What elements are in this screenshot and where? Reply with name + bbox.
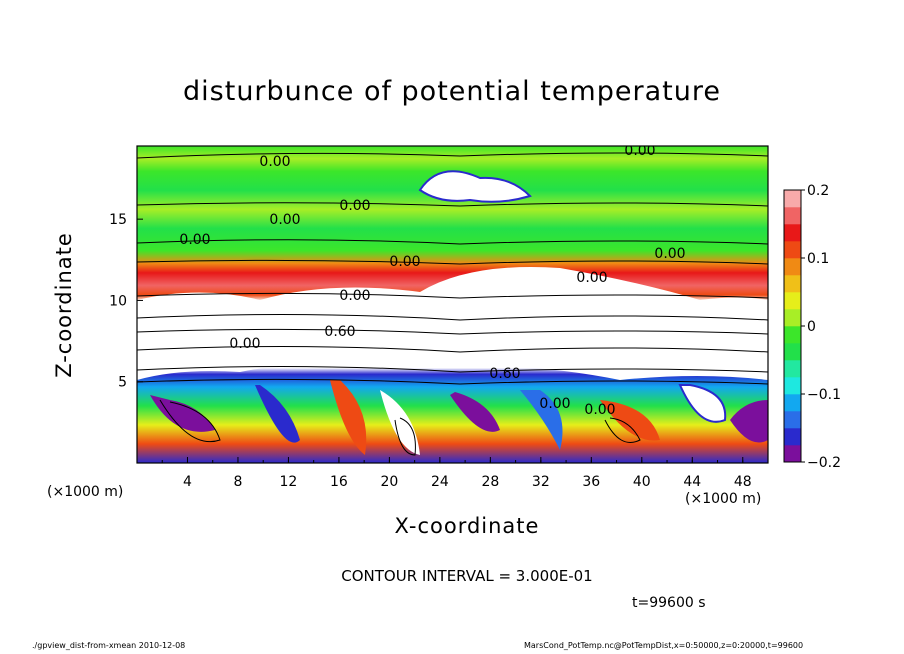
x-tick-label: 12	[280, 474, 298, 490]
x-tick-label: 44	[683, 474, 701, 490]
colorbar-swatch	[784, 207, 801, 225]
x-tick-label: 20	[380, 474, 398, 490]
colorbar-tick-label: 0.1	[807, 251, 829, 267]
contour-label: 0.00	[339, 288, 370, 304]
x-axis-unit: (×1000 m)	[685, 491, 762, 507]
contour-label: 0.00	[576, 270, 607, 286]
x-tick-label: 28	[481, 474, 499, 490]
colorbar-swatch	[784, 241, 801, 259]
time-label: t=99600 s	[632, 595, 706, 611]
contour-label: 0.00	[389, 254, 420, 270]
colorbar-ticks: 0.2 0.1 0 −0.1 −0.2	[801, 183, 841, 471]
contour-label: 0.00	[584, 402, 615, 418]
x-tick-label: 32	[532, 474, 550, 490]
colorbar-swatch	[784, 309, 801, 327]
contour-label: 0.60	[489, 366, 520, 382]
x-tick-label: 4	[183, 474, 192, 490]
contour-label: 0.00	[259, 154, 290, 170]
contour-label: 0.00	[269, 212, 300, 228]
colorbar-swatch	[784, 360, 801, 378]
contour-label: 0.00	[179, 232, 210, 248]
colorbar-swatch	[784, 190, 801, 208]
colorbar-swatch	[784, 275, 801, 293]
colorbar-swatch	[784, 258, 801, 276]
colorbar-swatch	[784, 428, 801, 446]
colorbar-swatch	[784, 377, 801, 395]
colorbar-swatch	[784, 445, 801, 463]
x-tick-label: 24	[431, 474, 449, 490]
contour-label: 0.00	[229, 336, 260, 352]
z-tick-label: 10	[109, 293, 127, 309]
x-tick-label: 40	[633, 474, 651, 490]
heatmap-field: 0.00 0.00 0.00 0.00 0.00 0.00 0.00 0.00 0.00 0.60…	[137, 143, 768, 463]
contour-label: 0.00	[539, 396, 570, 412]
colorbar-swatch	[784, 292, 801, 310]
chart-title: disturbunce of potential temperature	[183, 76, 721, 107]
z-tick-label: 5	[118, 375, 127, 391]
z-axis-unit: (×1000 m)	[47, 484, 124, 500]
colorbar	[783, 189, 802, 463]
contour-label: 0.00	[654, 246, 685, 262]
contour-label-layer: 0.00 0.00 0.00 0.00 0.00 0.00 0.00 0.00 0.00 0.60…	[179, 143, 685, 418]
colorbar-tick-label: 0	[807, 319, 816, 335]
z-axis-label: Z-coordinate	[52, 232, 76, 378]
x-tick-label: 48	[734, 474, 752, 490]
colorbar-swatch	[784, 411, 801, 429]
colorbar-tick-label: −0.2	[807, 455, 841, 471]
colorbar-swatch	[784, 343, 801, 361]
x-tick-label: 16	[330, 474, 348, 490]
contour-label: 0.60	[324, 324, 355, 340]
colorbar-swatch	[784, 224, 801, 242]
x-tick-label: 8	[233, 474, 242, 490]
footer-script: ./gpview_dist-from-xmean 2010-12-08	[32, 641, 186, 650]
colorbar-swatch	[784, 394, 801, 412]
x-axis-label: X-coordinate	[394, 514, 540, 538]
footer-source: MarsCond_PotTemp.nc@PotTempDist,x=0:5000…	[524, 641, 804, 650]
colorbar-tick-label: 0.2	[807, 183, 829, 199]
z-axis-ticks: 5 10 15	[109, 212, 143, 391]
contour-label: 0.00	[624, 143, 655, 159]
contour-label: 0.00	[339, 198, 370, 214]
colorbar-swatch	[784, 326, 801, 344]
plot-frame	[136, 145, 769, 464]
colorbar-tick-label: −0.1	[807, 387, 841, 403]
contour-interval: CONTOUR INTERVAL = 3.000E-01	[341, 567, 593, 585]
x-axis-ticks: 4 8 12 16 20 24 28 32 36 40 44 48	[161, 457, 752, 490]
x-tick-label: 36	[582, 474, 600, 490]
z-tick-label: 15	[109, 212, 127, 228]
